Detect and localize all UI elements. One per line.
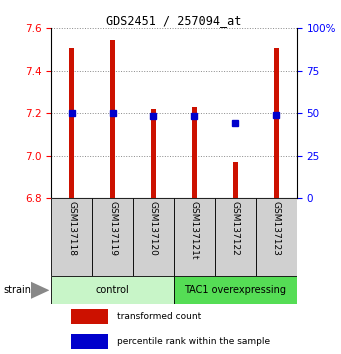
Bar [51, 276, 174, 304]
Title: GDS2451 / 257094_at: GDS2451 / 257094_at [106, 14, 241, 27]
Polygon shape [31, 281, 49, 299]
Text: GSM137120: GSM137120 [149, 201, 158, 256]
Bar [92, 198, 133, 276]
Bar [274, 48, 279, 198]
Text: strain: strain [3, 285, 31, 295]
Bar [69, 48, 74, 198]
Text: control: control [96, 285, 129, 295]
Bar [233, 162, 238, 198]
Bar [110, 40, 115, 198]
Bar [174, 198, 215, 276]
Bar [174, 276, 297, 304]
Bar [51, 198, 92, 276]
Bar [256, 198, 297, 276]
Bar [71, 309, 108, 324]
Text: GSM137118: GSM137118 [67, 201, 76, 256]
Bar [71, 334, 108, 349]
Text: GSM137122: GSM137122 [231, 201, 240, 255]
Text: GSM137119: GSM137119 [108, 201, 117, 256]
Bar [215, 198, 256, 276]
Bar [192, 107, 197, 198]
Text: transformed count: transformed count [117, 312, 202, 321]
Bar [133, 198, 174, 276]
Text: GSM137121t: GSM137121t [190, 201, 199, 259]
Text: TAC1 overexpressing: TAC1 overexpressing [184, 285, 286, 295]
Bar [151, 109, 156, 198]
Text: GSM137123: GSM137123 [272, 201, 281, 256]
Text: percentile rank within the sample: percentile rank within the sample [117, 337, 270, 346]
